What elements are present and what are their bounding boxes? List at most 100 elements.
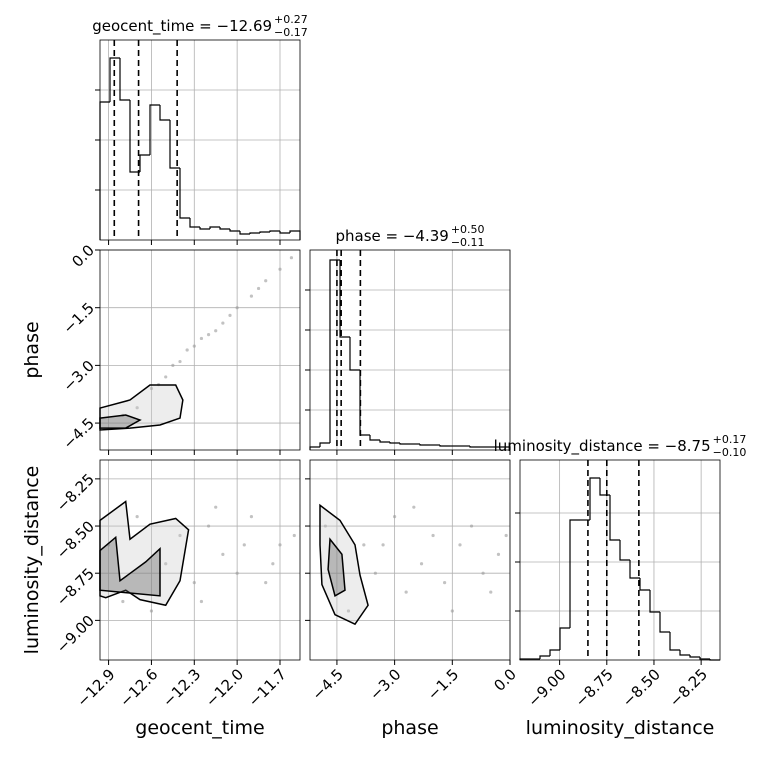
scatter-point — [178, 359, 182, 364]
scatter-point — [228, 313, 232, 317]
scatter-point — [264, 581, 268, 585]
hist-bin — [699, 657, 710, 660]
scatter-point — [214, 505, 218, 509]
title-lower: −0.11 — [451, 236, 485, 249]
scatter-point — [199, 599, 204, 604]
scatter-point — [271, 562, 275, 566]
scatter-point — [346, 609, 351, 613]
scatter-point — [242, 543, 246, 547]
scatter-point — [192, 344, 196, 348]
hist-bin — [329, 259, 340, 443]
scatter-point — [289, 256, 294, 260]
hist-bin — [109, 57, 120, 102]
x-tick-label: −8.50 — [619, 665, 664, 710]
scatter-point — [214, 329, 218, 333]
scatter-point — [431, 533, 435, 538]
hist-bin — [359, 370, 370, 436]
x-axis-label: geocent_time — [135, 717, 264, 739]
hist-bin — [599, 478, 610, 496]
hist-bin — [549, 649, 560, 656]
x-tick-label: −11.7 — [245, 665, 290, 710]
panel-frame — [309, 249, 511, 451]
scatter-point — [206, 333, 211, 337]
scatter-point — [278, 543, 282, 547]
scatter-point — [221, 552, 225, 556]
panel: −4.5 −3.0 −1.5 0.0 phase — [305, 459, 520, 739]
hist-bin — [619, 540, 630, 561]
panel-frame — [99, 249, 301, 451]
panel-title: phase = −4.39 — [335, 227, 448, 245]
hist-bin — [239, 231, 250, 235]
scatter-point — [135, 406, 139, 410]
hist-bin — [609, 495, 620, 541]
y-axis-label: phase — [21, 321, 43, 378]
scatter-point — [235, 571, 239, 575]
scatter-point — [292, 533, 296, 538]
x-axis-label: luminosity_distance — [526, 717, 715, 739]
scatter-point — [206, 524, 211, 528]
scatter-point — [171, 363, 175, 367]
title-lower: −0.17 — [274, 26, 308, 39]
scatter-point — [249, 294, 254, 298]
scatter-point — [458, 543, 462, 547]
hist-bin — [159, 105, 170, 121]
panel-frame — [519, 459, 721, 661]
scatter-point — [469, 524, 474, 528]
title-upper: +0.50 — [451, 223, 485, 236]
panel-frame — [99, 459, 301, 661]
hist-bin — [169, 120, 180, 169]
scatter-point — [149, 609, 154, 613]
scatter-point — [264, 279, 268, 283]
scatter-point — [256, 286, 261, 291]
hist-bin — [399, 443, 410, 445]
scatter-point — [443, 581, 447, 585]
scatter-point — [249, 515, 254, 519]
scatter-point — [185, 348, 189, 352]
hist-bin — [689, 655, 700, 658]
y-tick-label: 0.0 — [68, 241, 98, 271]
scatter-point — [164, 375, 168, 379]
hist-bin — [639, 578, 650, 591]
scatter-point — [178, 533, 182, 538]
hist-bin — [559, 627, 570, 650]
scatter-point — [496, 552, 501, 556]
hist-bin — [379, 440, 390, 443]
x-tick-label: −12.3 — [159, 665, 204, 710]
y-tick-label: −3.0 — [60, 357, 98, 395]
hist-bin — [589, 477, 600, 520]
hist-bin — [199, 227, 210, 230]
scatter-point — [373, 571, 377, 575]
x-tick-label: −9.00 — [524, 665, 569, 710]
hist-bin — [629, 560, 640, 579]
hist-bin — [469, 446, 480, 448]
scatter-point — [235, 306, 239, 310]
hist-bin — [679, 650, 690, 656]
hist-bin — [179, 168, 190, 219]
hist-bin — [309, 446, 320, 450]
scatter-point — [504, 533, 508, 538]
x-tick-label: −8.75 — [572, 665, 617, 710]
y-tick-label: −1.5 — [60, 299, 98, 337]
scatter-point — [393, 515, 397, 519]
scatter-point — [192, 581, 196, 585]
panel: geocent_time = −12.69 +0.27−0.17 — [92, 13, 308, 245]
scatter-point — [121, 599, 125, 604]
hist-bin — [289, 230, 301, 240]
hist-bin — [189, 218, 200, 228]
panel-title: luminosity_distance = −8.75 — [494, 437, 711, 456]
x-tick-label: −1.5 — [424, 665, 462, 703]
scatter-point — [221, 321, 225, 325]
hist-bin — [129, 100, 140, 173]
hist-bin — [149, 104, 160, 155]
panel: −12.9−12.6−12.3−12.0−11.7 −9.00−8.75−8.50… — [21, 459, 301, 739]
panel: −9.00 −8.75 −8.50 −8.25 luminosity_distance l… — [494, 433, 747, 739]
y-tick-label: −4.5 — [60, 414, 98, 452]
hist-bin — [269, 230, 280, 232]
hist-bin — [659, 612, 670, 633]
hist-bin — [279, 231, 290, 234]
scatter-point — [419, 562, 424, 566]
contour — [99, 535, 161, 597]
scatter-point — [135, 515, 139, 519]
scatter-point — [450, 609, 454, 613]
